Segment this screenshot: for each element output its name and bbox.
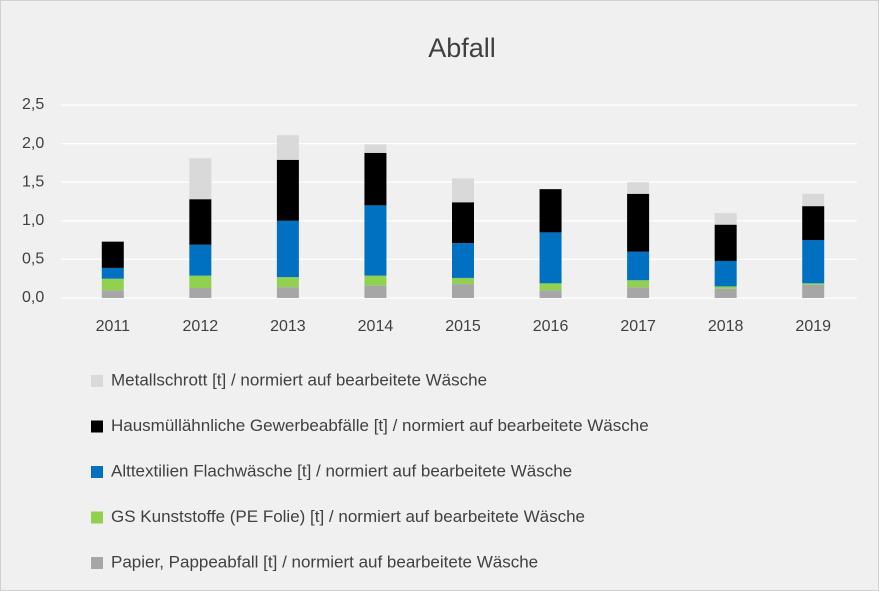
bar-segment <box>364 205 387 276</box>
bar-segment <box>627 193 650 252</box>
bar-segment <box>714 213 737 225</box>
bar-segment <box>276 287 299 298</box>
legend-swatch <box>91 557 103 569</box>
bar-segment <box>189 275 212 288</box>
legend-swatch <box>91 511 103 524</box>
bar-segment <box>452 178 474 203</box>
bar-segment <box>189 287 212 298</box>
x-tick-label: 2013 <box>270 318 306 335</box>
x-tick-label: 2015 <box>445 318 481 335</box>
bar-segment <box>189 244 212 276</box>
bar-segment <box>364 275 387 286</box>
y-tick-label: 2,0 <box>22 135 44 152</box>
bar-segment <box>539 283 562 291</box>
bar-segment <box>539 232 562 284</box>
bar-segment <box>101 241 124 268</box>
bar-segment <box>276 220 299 278</box>
y-tick-label: 0,0 <box>22 289 44 306</box>
bar-segment <box>714 288 737 298</box>
bar-segment <box>189 199 212 245</box>
bar-segment <box>714 224 737 261</box>
legend-swatch <box>91 420 103 433</box>
bar-segment <box>802 193 825 207</box>
legend-swatch <box>91 375 103 387</box>
bar-segment <box>276 135 299 160</box>
legend-label: GS Kunststoffe (PE Folie) [t] / normiert… <box>111 507 585 526</box>
x-tick-label: 2014 <box>358 318 394 335</box>
bar-segment <box>101 290 124 298</box>
bar-segment <box>539 290 562 298</box>
legend-swatch <box>91 466 103 478</box>
x-tick-label: 2016 <box>533 318 569 335</box>
legend-label: Alttextilien Flachwäsche [t] / normiert … <box>111 461 572 480</box>
y-tick-label: 2,5 <box>22 96 44 113</box>
legend-label: Hausmüllähnliche Gewerbeabfälle [t] / no… <box>111 416 649 435</box>
bar-segment <box>364 285 387 298</box>
bar-segment <box>364 152 387 206</box>
bar-segment <box>539 189 562 233</box>
bar-segment <box>802 240 825 284</box>
y-tick-label: 0,5 <box>22 251 44 268</box>
bar-segment <box>189 158 212 200</box>
bar-segment <box>627 251 650 281</box>
bar-segment <box>101 278 124 291</box>
bar-segment <box>802 206 825 241</box>
bar-segment <box>364 144 387 153</box>
bar-segment <box>276 277 299 288</box>
legend-label: Papier, Pappeabfall [t] / normiert auf b… <box>111 552 538 571</box>
bar-segment <box>714 286 737 289</box>
x-tick-label: 2011 <box>96 318 131 335</box>
x-tick-label: 2017 <box>620 318 656 335</box>
bar-segment <box>101 267 124 279</box>
bar-segment <box>627 280 650 288</box>
bar-segment <box>627 287 650 298</box>
y-tick-label: 1,5 <box>22 173 44 190</box>
bar-segment <box>452 243 474 278</box>
bar-segment <box>627 182 650 194</box>
x-tick-label: 2019 <box>795 318 831 335</box>
bar-segment <box>276 159 299 221</box>
bar-segment <box>802 284 825 298</box>
bar-segment <box>802 283 825 285</box>
bar-segment <box>714 260 737 287</box>
y-tick-label: 1,0 <box>22 212 44 229</box>
bar-segment <box>452 284 474 298</box>
x-tick-label: 2018 <box>708 318 744 335</box>
bar-segment <box>452 202 474 244</box>
legend-label: Metallschrott [t] / normiert auf bearbei… <box>111 370 487 389</box>
bar-segment <box>452 277 474 285</box>
x-tick-label: 2012 <box>183 318 219 335</box>
chart-title: Abfall <box>428 33 496 63</box>
